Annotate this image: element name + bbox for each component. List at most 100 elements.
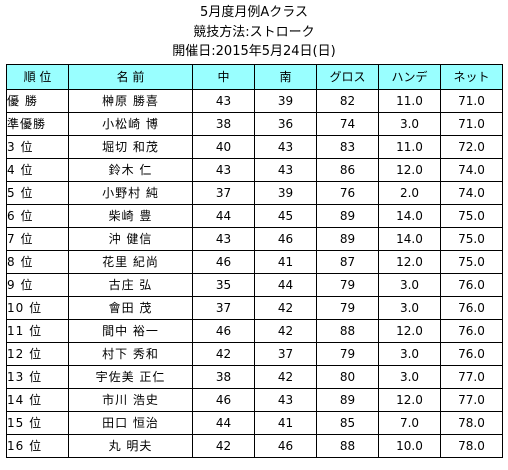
table-row: 16 位丸 明夫 42 46 88 10.0 78.0 [6,434,503,458]
handicap-cell: 10.0 [378,434,441,458]
rank-cell: 3 位 [6,135,69,159]
table-row: 12 位村下 秀和 42 37 79 3.0 76.0 [6,342,503,366]
name-cell: 村下 秀和 [68,342,193,366]
name-cell: 丸 明夫 [68,434,193,458]
in-score-cell: 43 [254,135,317,159]
name-cell: 沖 健信 [68,227,193,251]
rank-cell: 10 位 [6,296,69,320]
in-score-cell: 37 [254,342,317,366]
in-score-cell: 46 [254,227,317,251]
name-cell: 榊原 勝喜 [68,89,193,113]
net-score-cell: 71.0 [440,89,503,113]
in-score-cell: 43 [254,158,317,182]
net-score-cell: 76.0 [440,296,503,320]
name-cell: 間中 裕一 [68,319,193,343]
table-row: 10 位會田 茂 37 42 79 3.0 76.0 [6,296,503,320]
handicap-cell: 3.0 [378,365,441,389]
rank-cell: 13 位 [6,365,69,389]
out-score-cell: 40 [192,135,255,159]
table-row: 準優勝 小松崎 博 38 36 74 3.0 71.0 [6,112,503,136]
out-score-cell: 44 [192,204,255,228]
handicap-cell: 3.0 [378,112,441,136]
out-score-cell: 43 [192,227,255,251]
rank-cell: 11 位 [6,319,69,343]
name-cell: 小松崎 博 [68,112,193,136]
out-score-cell: 43 [192,89,255,113]
column-header-out: 中 [192,64,255,90]
handicap-cell: 12.0 [378,250,441,274]
handicap-cell: 14.0 [378,204,441,228]
name-cell: 柴崎 豊 [68,204,193,228]
results-table: 順 位 名 前 中 南 グロス ハンデ ネット 優 勝榊原 勝喜 43 39 82 11… [6,64,503,458]
net-score-cell: 74.0 [440,181,503,205]
rank-cell: 12 位 [6,342,69,366]
net-score-cell: 76.0 [440,273,503,297]
table-row: 6 位柴崎 豊 44 45 89 14.0 75.0 [6,204,503,228]
gross-score-cell: 76 [316,181,379,205]
table-row: 7 位沖 健信 43 46 89 14.0 75.0 [6,227,503,251]
gross-score-cell: 80 [316,365,379,389]
handicap-cell: 3.0 [378,342,441,366]
handicap-cell: 14.0 [378,227,441,251]
report-title: 5月度月例Aクラス [200,5,308,20]
net-score-cell: 76.0 [440,342,503,366]
net-score-cell: 75.0 [440,204,503,228]
rank-cell: 16 位 [6,434,69,458]
net-score-cell: 75.0 [440,227,503,251]
gross-score-cell: 88 [316,434,379,458]
handicap-cell: 3.0 [378,296,441,320]
in-score-cell: 42 [254,365,317,389]
table-row: 3 位堀切 和茂 40 43 83 11.0 72.0 [6,135,503,159]
net-score-cell: 71.0 [440,112,503,136]
gross-score-cell: 89 [316,227,379,251]
table-row: 優 勝榊原 勝喜 43 39 82 11.0 71.0 [6,89,503,113]
rank-cell: 15 位 [6,411,69,435]
out-score-cell: 46 [192,250,255,274]
out-score-cell: 44 [192,411,255,435]
name-cell: 鈴木 仁 [68,158,193,182]
net-score-cell: 77.0 [440,365,503,389]
name-cell: 花里 紀尚 [68,250,193,274]
rank-cell: 4 位 [6,158,69,182]
event-date: 開催日:2015年5月24日(日) [172,44,336,59]
rank-cell: 5 位 [6,181,69,205]
in-score-cell: 36 [254,112,317,136]
table-row: 11 位間中 裕一 46 42 88 12.0 76.0 [6,319,503,343]
gross-score-cell: 82 [316,89,379,113]
header-row: 順 位 名 前 中 南 グロス ハンデ ネット [6,64,503,90]
results-body: 優 勝榊原 勝喜 43 39 82 11.0 71.0 準優勝 小松崎 博 38 36 74 3.0 7… [6,89,503,458]
table-row: 5 位小野村 純 37 39 76 2.0 74.0 [6,181,503,205]
name-cell: 宇佐美 正仁 [68,365,193,389]
handicap-cell: 12.0 [378,319,441,343]
net-score-cell: 78.0 [440,411,503,435]
net-score-cell: 76.0 [440,319,503,343]
gross-score-cell: 86 [316,158,379,182]
gross-score-cell: 89 [316,204,379,228]
gross-score-cell: 88 [316,319,379,343]
table-row: 15 位田口 恒治 44 41 85 7.0 78.0 [6,411,503,435]
out-score-cell: 35 [192,273,255,297]
table-row: 13 位宇佐美 正仁 38 42 80 3.0 77.0 [6,365,503,389]
name-cell: 市川 浩史 [68,388,193,412]
in-score-cell: 43 [254,388,317,412]
in-score-cell: 39 [254,89,317,113]
out-score-cell: 38 [192,365,255,389]
gross-score-cell: 79 [316,296,379,320]
table-row: 9 位古庄 弘 35 44 79 3.0 76.0 [6,273,503,297]
rank-cell: 優 勝 [6,89,69,113]
name-cell: 古庄 弘 [68,273,193,297]
gross-score-cell: 79 [316,273,379,297]
out-score-cell: 43 [192,158,255,182]
in-score-cell: 39 [254,181,317,205]
in-score-cell: 42 [254,296,317,320]
net-score-cell: 74.0 [440,158,503,182]
gross-score-cell: 89 [316,388,379,412]
net-score-cell: 78.0 [440,434,503,458]
gross-score-cell: 87 [316,250,379,274]
handicap-cell: 2.0 [378,181,441,205]
net-score-cell: 72.0 [440,135,503,159]
net-score-cell: 75.0 [440,250,503,274]
column-header-in: 南 [254,64,317,90]
handicap-cell: 3.0 [378,273,441,297]
table-row: 8 位花里 紀尚 46 41 87 12.0 75.0 [6,250,503,274]
